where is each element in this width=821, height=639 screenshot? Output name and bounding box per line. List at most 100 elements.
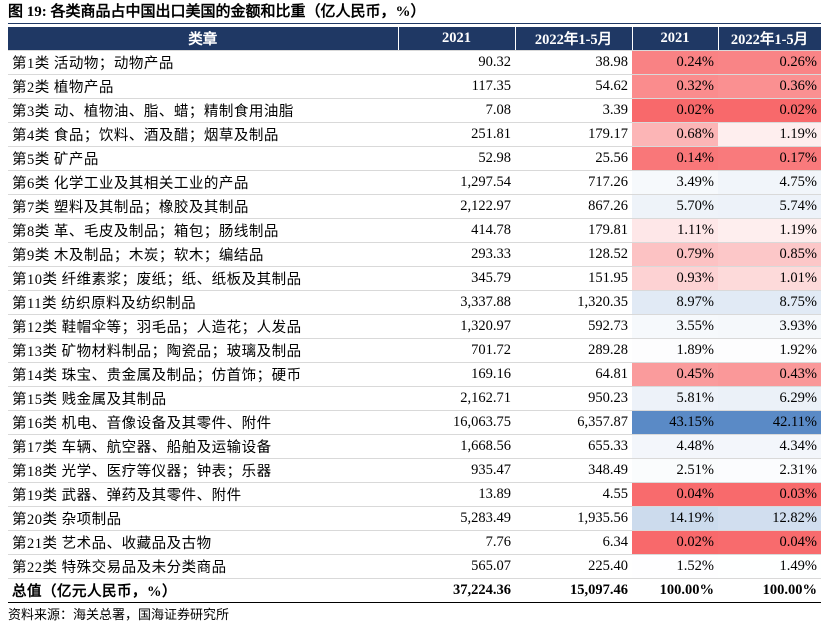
value-cell: 0.14%	[632, 146, 718, 171]
value-cell: 38.98	[515, 50, 632, 75]
value-cell: 4.75%	[718, 170, 821, 195]
table-row: 第14类 珠宝、贵金属及制品；仿首饰；硬币 169.16 64.81 0.45% 0.4…	[8, 362, 821, 387]
value-cell: 4.48%	[632, 434, 718, 459]
value-cell: 8.75%	[718, 290, 821, 315]
value-cell: 0.45%	[632, 362, 718, 387]
table-row: 第16类 机电、音像设备及其零件、附件 16,063.75 6,357.87 43.1…	[8, 410, 821, 435]
value-cell: 1.89%	[632, 338, 718, 363]
value-cell: 13.89	[398, 482, 515, 507]
value-cell: 3.39	[515, 98, 632, 123]
table-row: 第7类 塑料及其制品；橡胶及其制品 2,122.97 867.26 5.70% 5.74…	[8, 194, 821, 219]
value-cell: 4.34%	[718, 434, 821, 459]
table-row: 第21类 艺术品、收藏品及古物 7.76 6.34 0.02% 0.04%	[8, 530, 821, 555]
category-cell: 第7类 塑料及其制品；橡胶及其制品	[8, 194, 398, 219]
table-row: 第19类 武器、弹药及其零件、附件 13.89 4.55 0.04% 0.03%	[8, 482, 821, 507]
value-cell: 592.73	[515, 314, 632, 339]
category-cell: 第9类 木及制品；木炭；软木；编结品	[8, 242, 398, 267]
value-cell: 1,320.97	[398, 314, 515, 339]
table-row: 第8类 革、毛皮及制品；箱包；肠线制品 414.78 179.81 1.11% 1.19…	[8, 218, 821, 243]
value-cell: 655.33	[515, 434, 632, 459]
value-cell: 1.52%	[632, 554, 718, 579]
value-cell: 6,357.87	[515, 410, 632, 435]
value-cell: 1,297.54	[398, 170, 515, 195]
value-cell: 3.93%	[718, 314, 821, 339]
category-cell: 第6类 化学工业及其相关工业的产品	[8, 170, 398, 195]
value-cell: 565.07	[398, 554, 515, 579]
value-cell: 0.02%	[718, 98, 821, 123]
column-header: 类章	[8, 27, 399, 51]
value-cell: 117.35	[398, 74, 515, 99]
category-cell: 第11类 纺织原料及纺织制品	[8, 290, 398, 315]
total-value: 15,097.46	[515, 578, 632, 603]
value-cell: 151.95	[515, 266, 632, 291]
total-value: 100.00%	[632, 578, 718, 603]
table-row: 第22类 特殊交易品及未分类商品 565.07 225.40 1.52% 1.49%	[8, 554, 821, 579]
category-cell: 第8类 革、毛皮及制品；箱包；肠线制品	[8, 218, 398, 243]
category-cell: 第10类 纤维素浆；废纸；纸、纸板及其制品	[8, 266, 398, 291]
category-cell: 第14类 珠宝、贵金属及制品；仿首饰；硬币	[8, 362, 398, 387]
value-cell: 0.93%	[632, 266, 718, 291]
value-cell: 717.26	[515, 170, 632, 195]
value-cell: 5.74%	[718, 194, 821, 219]
value-cell: 7.08	[398, 98, 515, 123]
value-cell: 52.98	[398, 146, 515, 171]
total-row: 总值（亿元人民币，%） 37,224.36 15,097.46 100.00% 100.…	[8, 578, 821, 603]
value-cell: 0.36%	[718, 74, 821, 99]
category-cell: 第12类 鞋帽伞等；羽毛品；人造花；人发品	[8, 314, 398, 339]
total-value: 100.00%	[718, 578, 821, 603]
total-value: 37,224.36	[398, 578, 515, 603]
table-row: 第6类 化学工业及其相关工业的产品 1,297.54 717.26 3.49% 4.75…	[8, 170, 821, 195]
value-cell: 3.49%	[632, 170, 718, 195]
value-cell: 348.49	[515, 458, 632, 483]
table-row: 第1类 活动物；动物产品 90.32 38.98 0.24% 0.26%	[8, 50, 821, 75]
value-cell: 293.33	[398, 242, 515, 267]
value-cell: 1,935.56	[515, 506, 632, 531]
category-cell: 第3类 动、植物油、脂、蜡；精制食用油脂	[8, 98, 398, 123]
table-row: 第18类 光学、医疗等仪器；钟表；乐器 935.47 348.49 2.51% 2.31…	[8, 458, 821, 483]
value-cell: 2.51%	[632, 458, 718, 483]
value-cell: 169.16	[398, 362, 515, 387]
table-row: 第9类 木及制品；木炭；软木；编结品 293.33 128.52 0.79% 0.85%	[8, 242, 821, 267]
value-cell: 0.24%	[632, 50, 718, 75]
table-body: 第1类 活动物；动物产品 90.32 38.98 0.24% 0.26% 第2类 植物产品…	[8, 50, 821, 603]
value-cell: 64.81	[515, 362, 632, 387]
category-cell: 第15类 贱金属及其制品	[8, 386, 398, 411]
category-cell: 第1类 活动物；动物产品	[8, 50, 398, 75]
value-cell: 289.28	[515, 338, 632, 363]
value-cell: 345.79	[398, 266, 515, 291]
figure-title: 图 19: 各类商品占中国出口美国的金额和比重（亿人民币，%）	[8, 2, 821, 24]
category-cell: 第2类 植物产品	[8, 74, 398, 99]
value-cell: 414.78	[398, 218, 515, 243]
value-cell: 1,320.35	[515, 290, 632, 315]
value-cell: 867.26	[515, 194, 632, 219]
value-cell: 8.97%	[632, 290, 718, 315]
value-cell: 14.19%	[632, 506, 718, 531]
table-row: 第15类 贱金属及其制品 2,162.71 950.23 5.81% 6.29%	[8, 386, 821, 411]
category-cell: 第13类 矿物材料制品；陶瓷品；玻璃及制品	[8, 338, 398, 363]
category-cell: 第4类 食品；饮料、酒及醋；烟草及制品	[8, 122, 398, 147]
value-cell: 2.31%	[718, 458, 821, 483]
column-header: 2022年1-5月	[515, 27, 633, 51]
table-row: 第20类 杂项制品 5,283.49 1,935.56 14.19% 12.82%	[8, 506, 821, 531]
table-row: 第2类 植物产品 117.35 54.62 0.32% 0.36%	[8, 74, 821, 99]
category-cell: 第18类 光学、医疗等仪器；钟表；乐器	[8, 458, 398, 483]
category-cell: 第21类 艺术品、收藏品及古物	[8, 530, 398, 555]
value-cell: 6.29%	[718, 386, 821, 411]
value-cell: 0.68%	[632, 122, 718, 147]
value-cell: 0.02%	[632, 98, 718, 123]
value-cell: 2,122.97	[398, 194, 515, 219]
value-cell: 1,668.56	[398, 434, 515, 459]
value-cell: 3.55%	[632, 314, 718, 339]
value-cell: 6.34	[515, 530, 632, 555]
value-cell: 935.47	[398, 458, 515, 483]
value-cell: 54.62	[515, 74, 632, 99]
value-cell: 0.03%	[718, 482, 821, 507]
category-cell: 第5类 矿产品	[8, 146, 398, 171]
value-cell: 3,337.88	[398, 290, 515, 315]
column-header: 2021	[632, 27, 719, 51]
value-cell: 5.81%	[632, 386, 718, 411]
value-cell: 701.72	[398, 338, 515, 363]
value-cell: 25.56	[515, 146, 632, 171]
category-cell: 第20类 杂项制品	[8, 506, 398, 531]
